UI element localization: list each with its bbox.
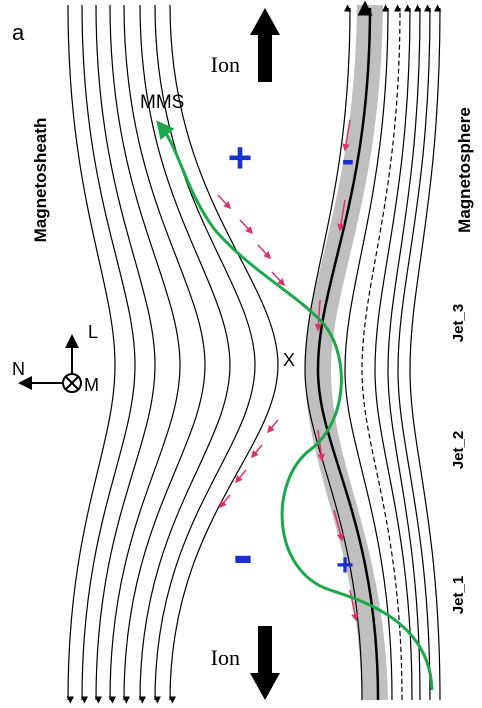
ion-arrow (250, 626, 280, 700)
x-point-label: X (283, 350, 295, 370)
flow-arrow (240, 220, 252, 233)
region-label: Magnetosphere (455, 107, 474, 233)
flow-arrow (252, 445, 262, 457)
field-lines (68, 5, 440, 700)
ion-label: Ion (211, 645, 240, 670)
charge-sign: + (228, 134, 253, 181)
field-line (398, 8, 430, 700)
ion-arrow (250, 8, 280, 82)
jet-label: Jet_1 (450, 576, 467, 614)
field-line (388, 8, 420, 700)
charge-sign: + (336, 549, 354, 582)
page: a Magnetosheath Magnetosphere Jet_3 Jet_… (0, 0, 482, 708)
charge-sign: - (233, 521, 253, 588)
charge-sign: - (342, 139, 355, 181)
coordinate-axes (22, 338, 81, 392)
flow-arrow (268, 420, 278, 432)
field-line (82, 5, 135, 700)
region-label: Magnetosheath (31, 118, 50, 243)
jet-label: Jet_3 (450, 304, 467, 342)
panel-label: a (12, 20, 25, 45)
axis-label: N (12, 359, 25, 379)
axis-label: M (84, 375, 99, 395)
field-line (410, 8, 440, 700)
axis-label: L (88, 322, 98, 342)
flow-arrow (218, 195, 230, 208)
mms-label: MMS (140, 92, 184, 113)
mms-trajectory (160, 125, 432, 690)
diagram: a Magnetosheath Magnetosphere Jet_3 Jet_… (0, 0, 482, 708)
field-line (170, 5, 278, 700)
jet-label: Jet_2 (450, 431, 467, 469)
flow-arrow (258, 245, 270, 258)
ion-label: Ion (211, 52, 240, 77)
field-line (68, 5, 115, 700)
field-line (375, 8, 412, 700)
